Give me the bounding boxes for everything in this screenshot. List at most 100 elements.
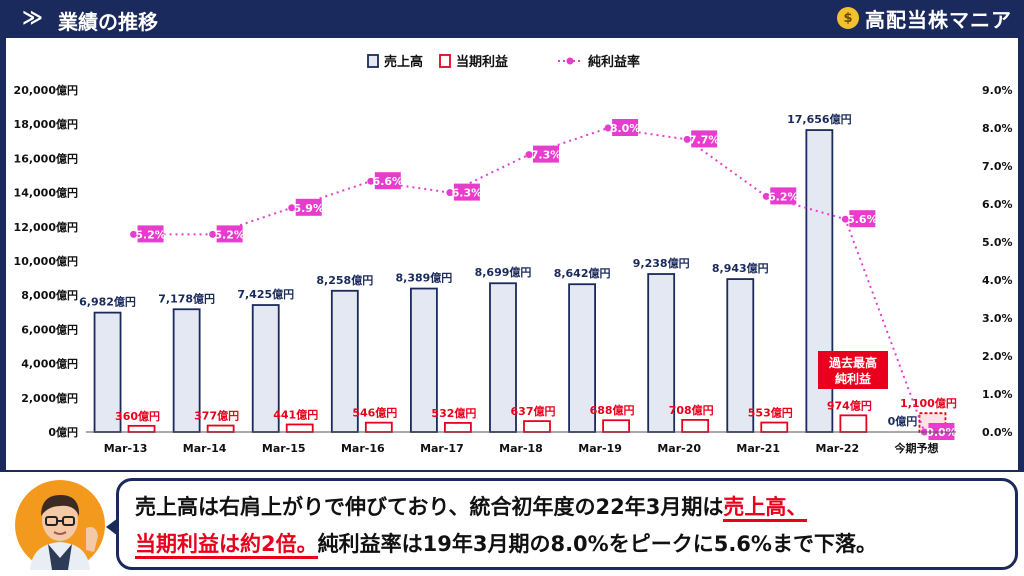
caption-highlight-1: 売上高、 — [723, 495, 808, 522]
x-tick-label: Mar-16 — [341, 442, 385, 455]
data-label-profit: 532億円 — [431, 406, 476, 420]
y-right-tick-label: 1.0% — [982, 388, 1013, 401]
bar-profit — [602, 419, 630, 433]
x-tick-label: Mar-21 — [736, 442, 780, 455]
y-right-tick-label: 0.0% — [982, 426, 1013, 439]
legend-swatch-sales — [367, 54, 379, 68]
record-badge-line1: 過去最高 — [828, 355, 877, 370]
bar-profit — [681, 418, 710, 433]
margin-label-bg — [849, 210, 876, 228]
data-label-margin: 6.3% — [452, 187, 483, 200]
data-label-profit: 1,100億円 — [900, 396, 957, 410]
margin-label-bg — [216, 225, 243, 243]
series-profit: 360億円 377億円 441億円 546億円 532億円 637億円 688億円 708億円… — [115, 396, 957, 433]
margin-point — [683, 135, 691, 143]
record-badge — [818, 351, 888, 389]
data-label-margin: 5.6% — [847, 213, 878, 226]
series-margin: 5.2% 5.2% 5.9% 6.6% 6.3% 7.3% 8.0% 7.7% 6.2% 5.6%… — [130, 119, 957, 440]
page-title: 業績の推移 — [58, 10, 158, 34]
bar-sales — [568, 283, 596, 433]
bar-sales — [93, 311, 122, 433]
data-label-profit: 688億円 — [590, 403, 635, 417]
data-label-margin: 5.2% — [135, 228, 166, 241]
header-bar: ≫ 業績の推移 $ 高配当株マニア — [0, 0, 1024, 36]
x-tick-label: Mar-13 — [104, 442, 148, 455]
legend-swatch-profit — [439, 54, 451, 68]
bar-sales — [172, 308, 201, 433]
series-sales: 6,982億円 7,178億円 7,425億円 8,258億円 8,389億円 8,699… — [79, 112, 917, 433]
legend: 売上高 当期利益 純利益率 — [367, 54, 640, 70]
data-label-sales: 8,389億円 — [396, 271, 453, 285]
y-right-tick-label: 5.0% — [982, 236, 1013, 249]
margin-point — [604, 124, 612, 132]
data-label-sales: 7,178億円 — [158, 291, 215, 305]
bar-profit — [206, 424, 235, 433]
data-label-profit: 974億円 — [827, 398, 872, 412]
y-left-tick-label: 2,000億円 — [21, 391, 78, 405]
margin-point — [841, 215, 849, 223]
avatar — [15, 480, 105, 570]
y-right-tick-label: 2.0% — [982, 350, 1013, 363]
y-left-tick-label: 18,000億円 — [14, 117, 78, 131]
x-tick-label: Mar-19 — [578, 442, 622, 455]
brand-name: 高配当株マニア — [865, 7, 1012, 32]
y-left-tick-label: 4,000億円 — [21, 357, 78, 371]
y-right-tick-label: 4.0% — [982, 274, 1013, 287]
caption-line-2: 当期利益は約2倍。純利益率は19年3月期の8.0%をピークに5.6%まで下落。 — [135, 526, 999, 563]
margin-label-bg — [137, 225, 164, 243]
y-left-tick-label: 0億円 — [48, 425, 78, 439]
y-right-tick-label: 3.0% — [982, 312, 1013, 325]
bar-profit — [285, 423, 314, 433]
x-tick-label: Mar-17 — [420, 442, 464, 455]
y-left-tick-label: 14,000億円 — [14, 186, 78, 200]
y-left-tick-label: 16,000億円 — [14, 151, 78, 165]
bar-sales — [647, 273, 676, 433]
legend-swatch-margin-dot — [566, 57, 574, 65]
bar-sales — [726, 278, 755, 433]
bar-profit — [127, 424, 156, 433]
margin-label-bg — [691, 130, 718, 148]
data-label-sales: 8,699億円 — [475, 265, 532, 279]
data-label-profit: 637億円 — [511, 404, 556, 418]
caption-highlight-2: 当期利益は約2倍。 — [135, 532, 318, 559]
x-tick-label: Mar-22 — [816, 442, 860, 455]
caption-seg1: 売上高は右肩上がりで伸びており、統合初年度の22年3月期は — [135, 495, 724, 519]
data-label-sales: 9,238億円 — [633, 256, 690, 270]
y-left-tick-label: 8,000億円 — [21, 288, 78, 302]
y-left-tick-label: 12,000億円 — [14, 220, 78, 234]
record-annotation: 過去最高 純利益 — [818, 351, 888, 389]
y-right-tick-label: 9.0% — [982, 84, 1013, 97]
money-bag-icon: $ — [837, 7, 859, 29]
bar-sales — [330, 289, 359, 433]
record-badge-line2: 純利益 — [835, 371, 871, 386]
margin-point — [209, 230, 217, 238]
margin-point — [446, 189, 454, 197]
margin-label-bg — [533, 145, 559, 163]
data-label-margin: 8.0% — [610, 122, 641, 135]
x-tick-label: 今期予想 — [893, 441, 938, 455]
margin-label-bg — [612, 119, 639, 136]
x-axis: Mar-13 Mar-14 Mar-15 Mar-16 Mar-17 Mar-18 Mar-… — [86, 431, 956, 455]
bar-profit — [523, 420, 551, 433]
data-label-profit: 553億円 — [748, 406, 793, 420]
margin-point — [288, 204, 296, 212]
y-axis-left: 0億円 2,000億円 4,000億円 6,000億円 8,000億円 10,000億円 1… — [14, 83, 78, 439]
y-right-tick-label: 8.0% — [982, 122, 1013, 135]
margin-label-bg — [295, 198, 322, 216]
caption-line-1: 売上高は右肩上がりで伸びており、統合初年度の22年3月期は売上高、 — [135, 489, 999, 526]
data-label-sales: 7,425億円 — [237, 287, 294, 301]
legend-label-margin: 純利益率 — [588, 54, 640, 70]
margin-point — [130, 230, 138, 238]
data-label-sales: 8,258億円 — [316, 273, 373, 287]
y-right-tick-label: 6.0% — [982, 198, 1013, 211]
data-label-margin: 6.2% — [768, 190, 799, 203]
margin-label-bg — [770, 187, 797, 205]
data-label-profit: 708億円 — [669, 403, 714, 417]
data-label-profit: 441億円 — [273, 407, 318, 421]
x-tick-label: Mar-18 — [499, 442, 543, 455]
data-label-sales: 6,982億円 — [79, 295, 136, 309]
chart-panel: 売上高 当期利益 純利益率 0億円 2,000億円 4,000億円 6,000億円 8,… — [6, 38, 1018, 470]
margin-label-bg — [453, 183, 480, 201]
data-label-sales: 8,642億円 — [554, 266, 611, 280]
